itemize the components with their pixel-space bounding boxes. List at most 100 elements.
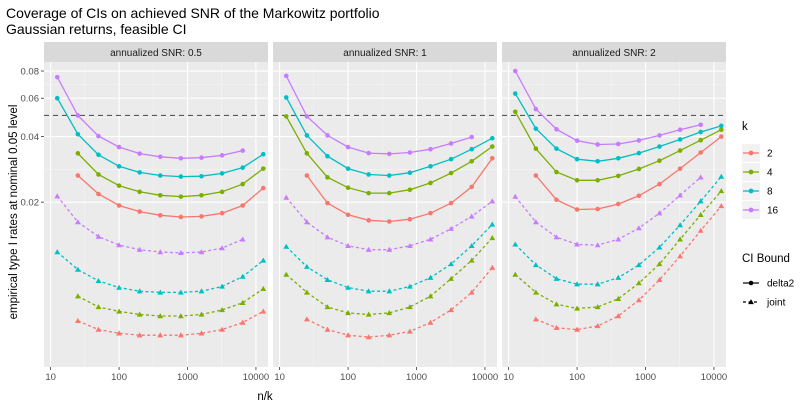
legend-ci-entry: delta2	[742, 274, 795, 292]
series-k8-joint	[283, 221, 496, 294]
data-point	[532, 289, 539, 295]
facet-strip	[44, 42, 268, 62]
data-point	[178, 155, 184, 161]
y-tick-label: 0.06	[21, 94, 40, 105]
data-point	[489, 135, 495, 141]
data-point	[615, 236, 622, 242]
data-point	[366, 172, 371, 177]
series-line	[56, 251, 264, 294]
data-point	[177, 289, 184, 295]
data-point	[615, 155, 621, 161]
data-point	[636, 166, 642, 172]
series-k4-joint	[74, 285, 267, 319]
data-point	[96, 133, 101, 139]
series-line	[535, 136, 722, 211]
data-point	[136, 246, 143, 252]
legend-key-point	[748, 207, 754, 213]
data-point	[469, 134, 474, 140]
data-point	[260, 257, 267, 263]
data-point	[304, 114, 310, 119]
data-point	[137, 170, 142, 175]
data-point	[574, 305, 580, 311]
data-point	[489, 144, 495, 149]
data-point	[75, 113, 81, 118]
data-point	[574, 207, 580, 212]
series-k2-joint	[532, 203, 725, 332]
data-point	[239, 299, 246, 305]
data-point	[177, 249, 184, 256]
data-point	[657, 144, 662, 149]
data-point	[615, 173, 621, 179]
data-point	[448, 261, 454, 267]
data-point	[260, 185, 266, 191]
data-point	[533, 126, 539, 131]
legend-k-title: k	[742, 121, 748, 133]
data-point	[635, 262, 642, 268]
data-point	[219, 283, 225, 289]
data-point	[468, 242, 475, 249]
data-point	[74, 293, 81, 299]
series-line	[514, 70, 701, 146]
data-point	[469, 158, 474, 164]
data-point	[533, 173, 539, 178]
data-point	[75, 173, 81, 178]
facet-panel: annualized SNR: 2	[502, 42, 726, 367]
data-point	[345, 144, 351, 150]
x-tick-label: 1000	[635, 372, 656, 383]
series-line	[56, 195, 243, 254]
panel-background	[273, 62, 497, 367]
data-point	[553, 234, 560, 240]
data-point	[677, 253, 683, 259]
data-point	[718, 188, 725, 194]
data-point	[448, 141, 454, 146]
data-point	[325, 175, 330, 180]
data-point	[157, 313, 164, 319]
data-point	[137, 209, 142, 214]
data-point	[96, 191, 101, 197]
data-point	[75, 131, 81, 137]
x-axis-title: n/k	[257, 391, 273, 403]
data-point	[239, 319, 246, 325]
series-line	[77, 152, 264, 198]
legend-key-point	[748, 169, 754, 175]
data-point	[116, 330, 122, 336]
data-point	[468, 213, 475, 219]
data-point	[345, 185, 351, 190]
series-line	[77, 175, 264, 218]
data-point	[448, 200, 454, 206]
data-point	[386, 190, 392, 196]
data-point	[718, 134, 724, 139]
legend-k-entry: 2	[742, 144, 773, 162]
data-point	[283, 95, 289, 100]
series-line	[306, 157, 493, 223]
series-k4-joint	[512, 188, 725, 311]
data-point	[428, 180, 433, 186]
data-point	[656, 244, 663, 250]
data-point	[615, 201, 621, 207]
series-k16-joint	[283, 194, 496, 252]
data-point	[615, 295, 622, 301]
data-point	[304, 133, 310, 138]
data-point	[554, 169, 559, 175]
data-point	[533, 146, 539, 151]
data-point	[345, 310, 351, 316]
data-point	[303, 263, 310, 269]
data-point	[677, 236, 683, 242]
data-point	[325, 133, 330, 138]
data-point	[157, 249, 164, 255]
series-k8-delta2	[512, 91, 724, 164]
data-point	[54, 74, 60, 80]
data-point	[635, 225, 642, 231]
data-point	[554, 197, 559, 203]
legend-k-entry: 4	[742, 163, 773, 181]
data-point	[116, 203, 122, 208]
x-tick-label: 10	[45, 372, 56, 383]
data-point	[574, 177, 580, 183]
data-point	[95, 304, 102, 310]
legend-k-entry: 8	[742, 182, 773, 200]
series-line	[514, 176, 702, 246]
data-point	[366, 150, 371, 156]
series-k16-delta2	[54, 74, 245, 161]
data-point	[283, 73, 289, 79]
data-point	[260, 166, 266, 171]
